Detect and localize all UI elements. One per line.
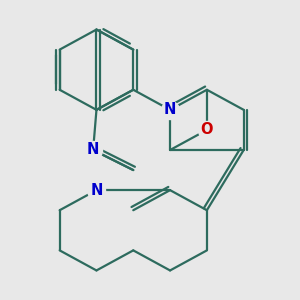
- Text: N: N: [164, 102, 176, 117]
- Text: N: N: [90, 183, 103, 198]
- Text: O: O: [201, 122, 213, 137]
- Text: N: N: [87, 142, 99, 158]
